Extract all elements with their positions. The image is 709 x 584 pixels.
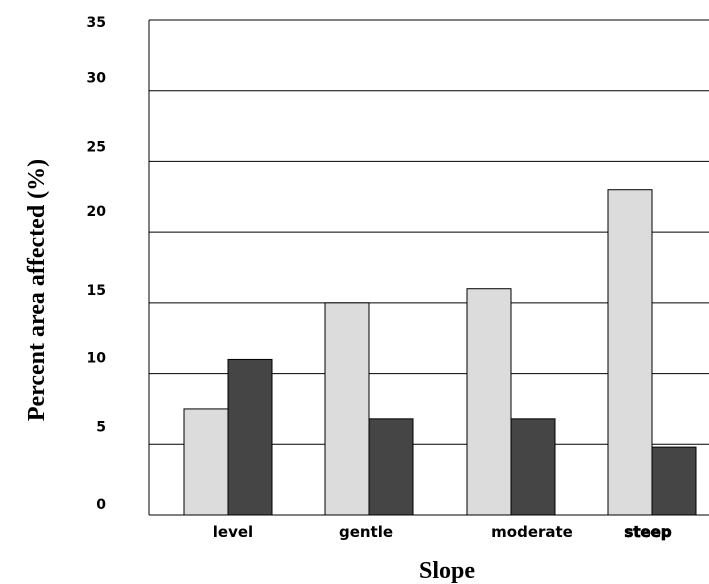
y-tick-label: 0 bbox=[96, 497, 106, 513]
bar-gentle-series-2 bbox=[368, 418, 414, 516]
x-tick-label-gentle: gentle bbox=[339, 523, 393, 541]
bar-moderate-series-1 bbox=[466, 288, 512, 516]
bar-gentle-series-1 bbox=[324, 302, 370, 516]
y-tick-label: 25 bbox=[87, 139, 106, 155]
y-tick-label: 30 bbox=[87, 71, 107, 87]
y-tick-labels: 0 5 10 15 20 25 30 35 bbox=[87, 15, 107, 513]
bar-steep-series-1 bbox=[607, 189, 653, 516]
y-tick-label: 5 bbox=[96, 419, 106, 435]
y-axis-title: Percent area affected (%) bbox=[24, 159, 50, 421]
bar-moderate-series-2 bbox=[510, 418, 556, 516]
y-tick-label: 35 bbox=[87, 15, 106, 31]
bar-steep-series-2 bbox=[651, 446, 697, 516]
x-axis-title: Slope bbox=[419, 558, 475, 584]
bars bbox=[183, 189, 697, 516]
x-tick-labels: level gentle moderate steep bbox=[213, 523, 672, 542]
y-tick-label: 20 bbox=[87, 204, 107, 220]
y-tick-label: 15 bbox=[87, 283, 106, 299]
y-tick-label: 10 bbox=[87, 351, 107, 367]
bar-level-series-1 bbox=[183, 408, 229, 516]
x-tick-label-level: level bbox=[213, 523, 253, 541]
x-tick-label-steep: steep bbox=[624, 523, 671, 541]
bar-level-series-2 bbox=[227, 358, 273, 516]
x-tick-label-moderate: moderate bbox=[491, 523, 573, 541]
